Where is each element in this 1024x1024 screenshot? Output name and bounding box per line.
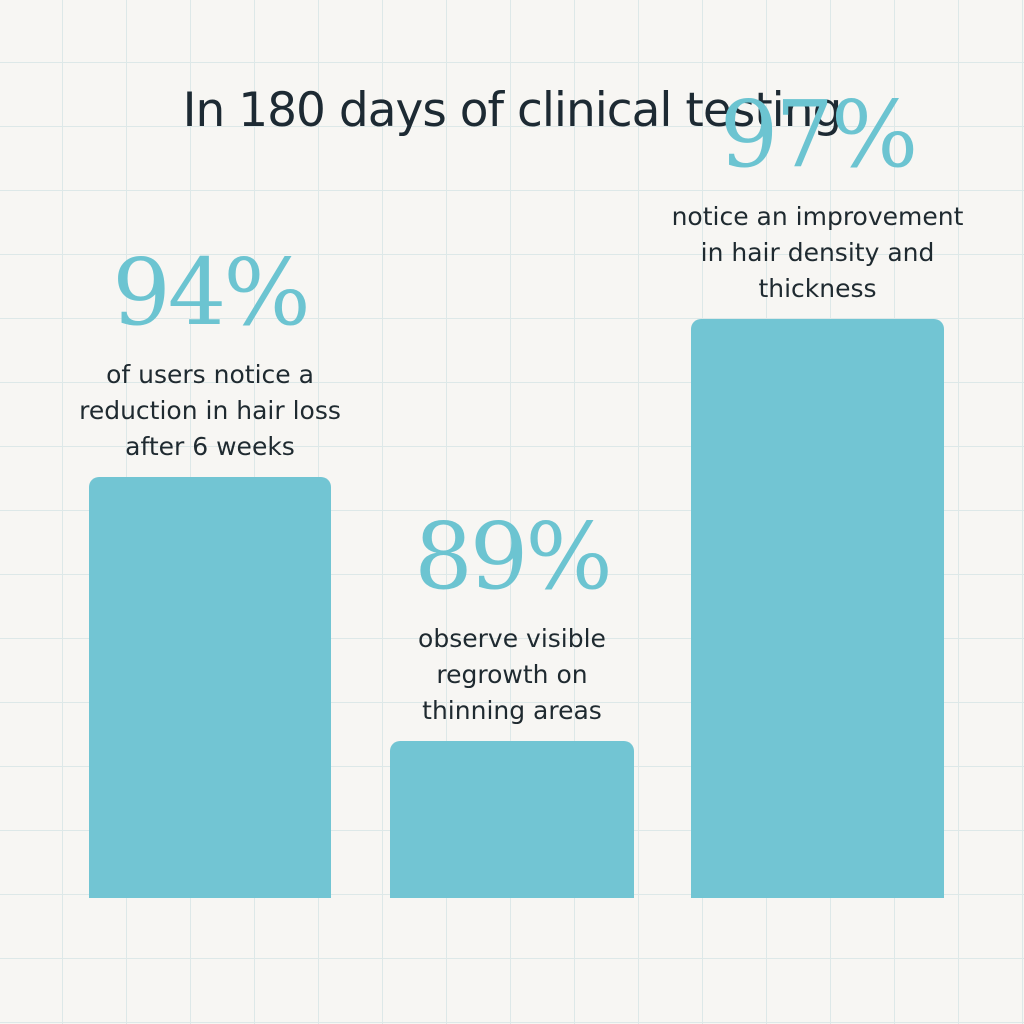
bar [89, 477, 331, 898]
category-label-line: observe visible [418, 624, 606, 653]
value-label: 97% [719, 81, 918, 188]
bar [390, 741, 634, 898]
chart-title: In 180 days of clinical testing [182, 83, 843, 138]
category-label-line: thickness [758, 274, 877, 303]
category-label: notice an improvement in hair density an… [618, 199, 1018, 307]
category-label-line: after 6 weeks [125, 432, 295, 462]
category-label-line: reduction in hair loss [79, 396, 341, 426]
value-label: 94% [112, 239, 310, 347]
category-label: of users notice a reduction in hair loss… [10, 357, 410, 465]
category-label-line: notice an improvement [671, 202, 964, 231]
bar [691, 319, 944, 898]
category-label-line: in hair density and [700, 238, 935, 267]
category-label: observe visible regrowth on thinning are… [312, 621, 712, 729]
category-label-line: thinning areas [422, 696, 602, 725]
category-label-line: of users notice a [106, 360, 314, 390]
category-label-line: regrowth on [436, 660, 588, 689]
value-label: 89% [414, 503, 612, 610]
